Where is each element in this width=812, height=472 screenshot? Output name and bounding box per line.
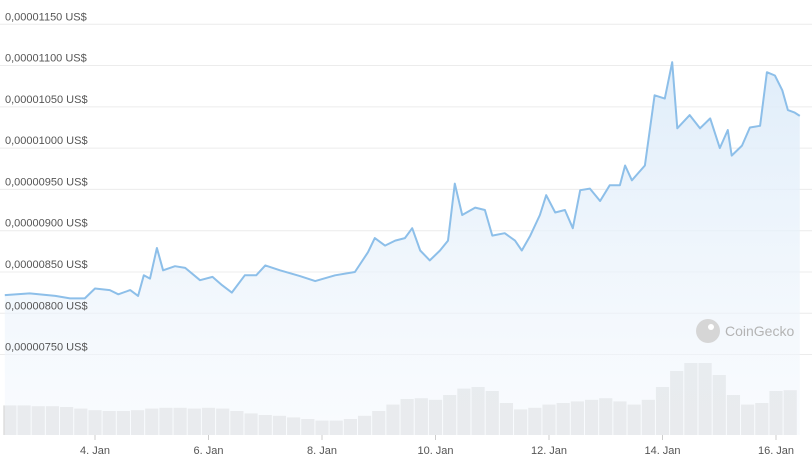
y-tick-label: 0,00000900 US$ bbox=[5, 218, 88, 230]
y-tick-label: 0,00000850 US$ bbox=[5, 259, 88, 271]
watermark: CoinGecko bbox=[696, 319, 794, 343]
price-line bbox=[4, 61, 801, 300]
x-tick-label: 10. Jan bbox=[417, 445, 453, 457]
logo bbox=[696, 319, 720, 343]
y-tick-label: 0,00001000 US$ bbox=[5, 135, 88, 147]
y-tick-label: 0,00000800 US$ bbox=[5, 300, 88, 312]
x-tick-label: 8. Jan bbox=[307, 445, 337, 457]
y-tick-label: 0,00001150 US$ bbox=[5, 11, 87, 23]
x-tick-label: 4. Jan bbox=[80, 445, 110, 457]
y-tick-label: 0,00000950 US$ bbox=[5, 176, 88, 188]
watermark-text: CoinGecko bbox=[725, 323, 794, 339]
y-tick-label: 0,00001100 US$ bbox=[5, 53, 87, 65]
y-tick-label: 0,00001050 US$ bbox=[5, 94, 88, 106]
x-tick-label: 16. Jan bbox=[758, 445, 794, 457]
labels: 0,00000750 US$ 0,00000800 US$ 0,00000850 U… bbox=[5, 11, 794, 457]
price bbox=[4, 61, 801, 435]
x-tick-label: 6. Jan bbox=[194, 445, 224, 457]
y-tick-label: 0,00000750 US$ bbox=[5, 342, 88, 354]
x-tick-label: 14. Jan bbox=[644, 445, 680, 457]
logo-eye bbox=[708, 324, 714, 330]
price-area bbox=[4, 62, 800, 435]
x-tick-label: 12. Jan bbox=[531, 445, 567, 457]
